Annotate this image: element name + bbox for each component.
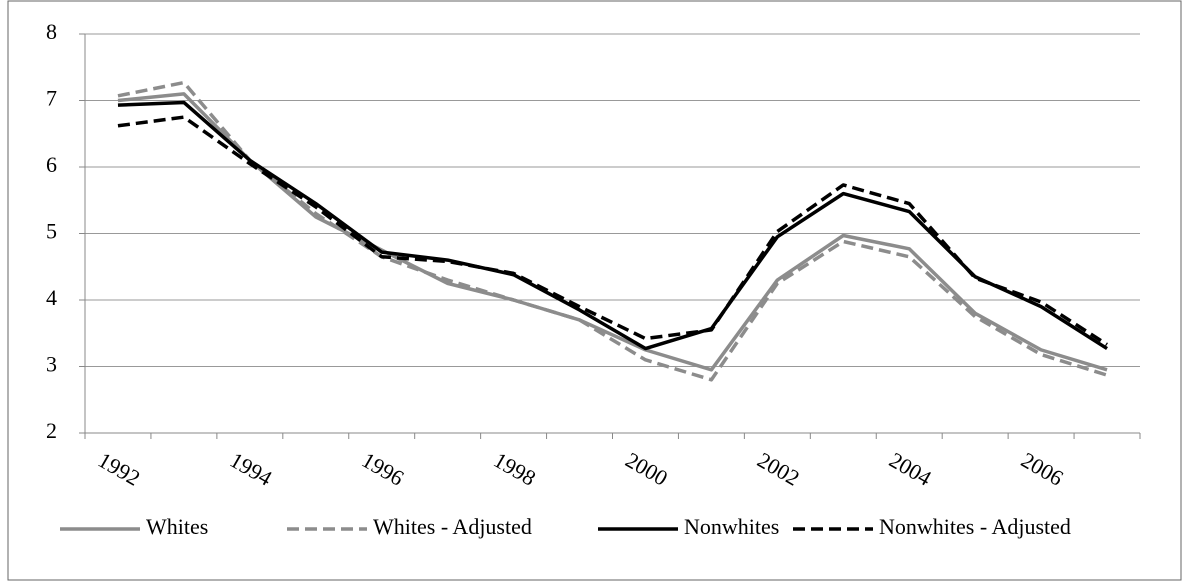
x-tick-label: 2006 <box>1017 447 1068 491</box>
y-tick-label: 6 <box>46 152 57 177</box>
x-tick-label: 1996 <box>358 447 409 491</box>
legend-label: Whites - Adjusted <box>373 514 532 539</box>
x-tick-label: 2004 <box>885 447 936 491</box>
series-line <box>117 92 1108 372</box>
x-tick-label: 1998 <box>490 447 541 491</box>
y-tick-label: 3 <box>46 352 57 377</box>
y-tick-label: 8 <box>46 19 57 44</box>
frame <box>7 0 1182 581</box>
series-line <box>117 80 1108 382</box>
legend-label: Whites <box>146 514 208 539</box>
series-line <box>117 100 1108 351</box>
y-tick-label: 5 <box>46 219 57 244</box>
x-tick-label: 1992 <box>94 447 145 491</box>
x-tick-label: 1994 <box>226 447 277 491</box>
x-tick-label: 2002 <box>753 447 804 491</box>
x-tick-label: 2000 <box>621 447 672 491</box>
legend-label: Nonwhites <box>684 514 779 539</box>
series-line <box>117 115 1108 347</box>
y-tick-label: 7 <box>46 86 57 111</box>
y-tick-label: 2 <box>46 418 57 443</box>
legend-label: Nonwhites - Adjusted <box>879 514 1071 539</box>
y-tick-label: 4 <box>46 285 57 310</box>
